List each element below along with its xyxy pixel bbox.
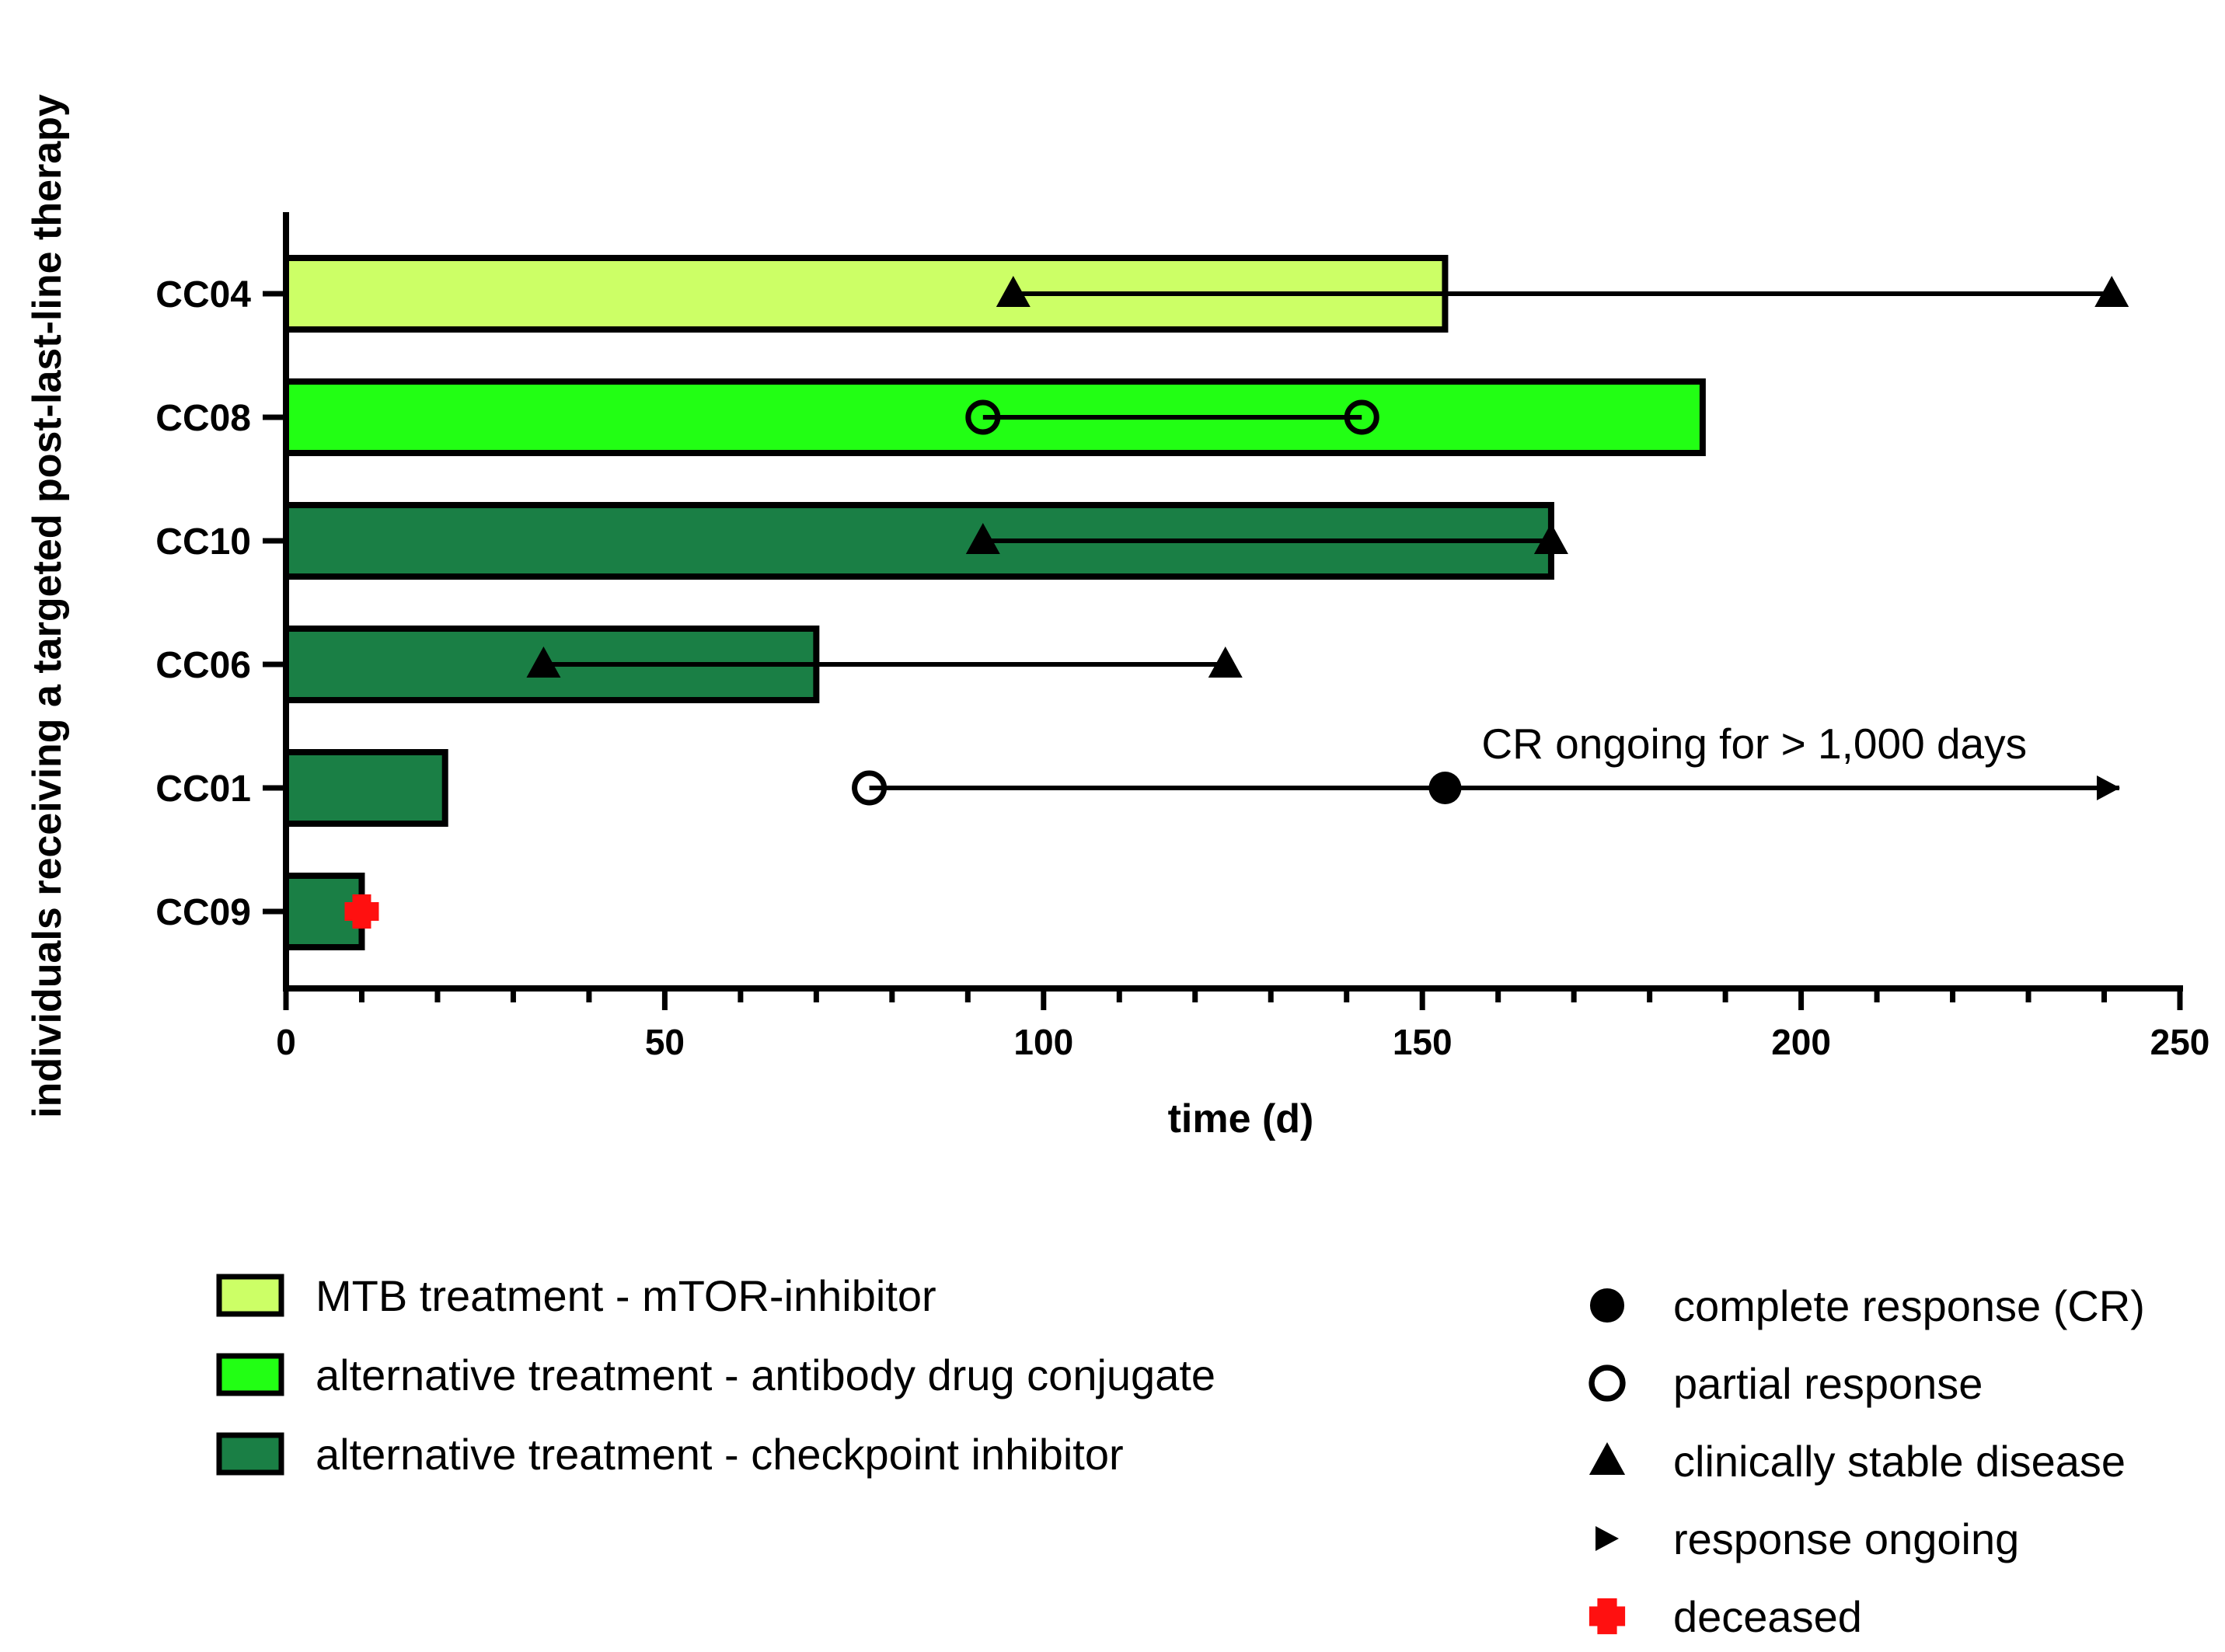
category-label-cc08: CC08 xyxy=(155,398,251,439)
y-axis-title: individuals receiving a targeted post-la… xyxy=(25,94,70,1118)
category-label-cc01: CC01 xyxy=(155,768,251,810)
stable-marker-cc04 xyxy=(2094,276,2129,307)
x-tick-label: 200 xyxy=(1771,1022,1831,1062)
x-tick-label: 150 xyxy=(1393,1022,1453,1062)
ongoing-marker-cc01 xyxy=(2097,775,2121,800)
stable-marker-cc04 xyxy=(996,276,1031,307)
legend-label-complete: complete response (CR) xyxy=(1673,1281,2145,1330)
category-label-cc10: CC10 xyxy=(155,521,251,563)
annotations-layer: CR ongoing for > 1,000 days xyxy=(1481,720,2027,768)
category-label-cc06: CC06 xyxy=(155,645,251,686)
legend-partial-icon xyxy=(1589,1364,1626,1402)
partial-marker-cc08 xyxy=(1344,399,1379,435)
legend-layer: MTB treatment - mTOR-inhibitor alternativ… xyxy=(216,1271,2145,1641)
stable-marker-cc10 xyxy=(965,523,1000,554)
legend-label-mtor: MTB treatment - mTOR-inhibitor xyxy=(316,1271,936,1320)
partial-marker-cc01 xyxy=(852,770,888,806)
response-lines-layer xyxy=(543,291,2120,790)
bar-cc01 xyxy=(283,749,448,827)
legend-label-stable: clinically stable disease xyxy=(1673,1437,2126,1486)
markers-layer xyxy=(344,276,2129,929)
deceased-marker-cc09 xyxy=(344,894,379,929)
x-tick-label: 100 xyxy=(1013,1022,1073,1062)
legend-label-ongoing: response ongoing xyxy=(1673,1514,2019,1563)
legend-label-deceased: deceased xyxy=(1673,1592,1862,1641)
legend-label-adc: alternative treatment - antibody drug co… xyxy=(316,1351,1215,1399)
annotation-cr-ongoing: CR ongoing for > 1,000 days xyxy=(1481,720,2027,768)
stable-marker-cc06 xyxy=(1208,647,1243,678)
legend-label-partial: partial response xyxy=(1673,1359,1983,1408)
category-label-cc09: CC09 xyxy=(155,892,251,933)
x-axis-title: time (d) xyxy=(1168,1096,1314,1141)
x-tick-label: 0 xyxy=(276,1022,296,1062)
partial-marker-cc08 xyxy=(965,399,1001,435)
bars-layer xyxy=(283,255,1706,950)
legend-swatch-mtor xyxy=(216,1274,284,1317)
x-tick-label: 50 xyxy=(645,1022,685,1062)
legend-ongoing-icon xyxy=(1596,1526,1619,1551)
legend-label-checkpoint: alternative treatment - checkpoint inhib… xyxy=(316,1430,1124,1479)
legend-swatch-checkpoint xyxy=(216,1432,284,1476)
legend-deceased-icon xyxy=(1589,1598,1626,1635)
axes-layer: 0 50 100 150 200 250 CC04 CC08 CC10 CC06 CC01 CC09 xyxy=(155,212,2209,1062)
x-tick-label: 250 xyxy=(2150,1022,2210,1062)
stable-marker-cc10 xyxy=(1533,523,1568,554)
legend-complete-icon xyxy=(1589,1288,1625,1323)
stable-marker-cc06 xyxy=(526,647,561,678)
complete-marker-cc01 xyxy=(1428,772,1462,804)
category-label-cc04: CC04 xyxy=(155,274,251,315)
legend-stable-icon xyxy=(1589,1442,1626,1475)
legend-swatch-adc xyxy=(216,1353,284,1396)
